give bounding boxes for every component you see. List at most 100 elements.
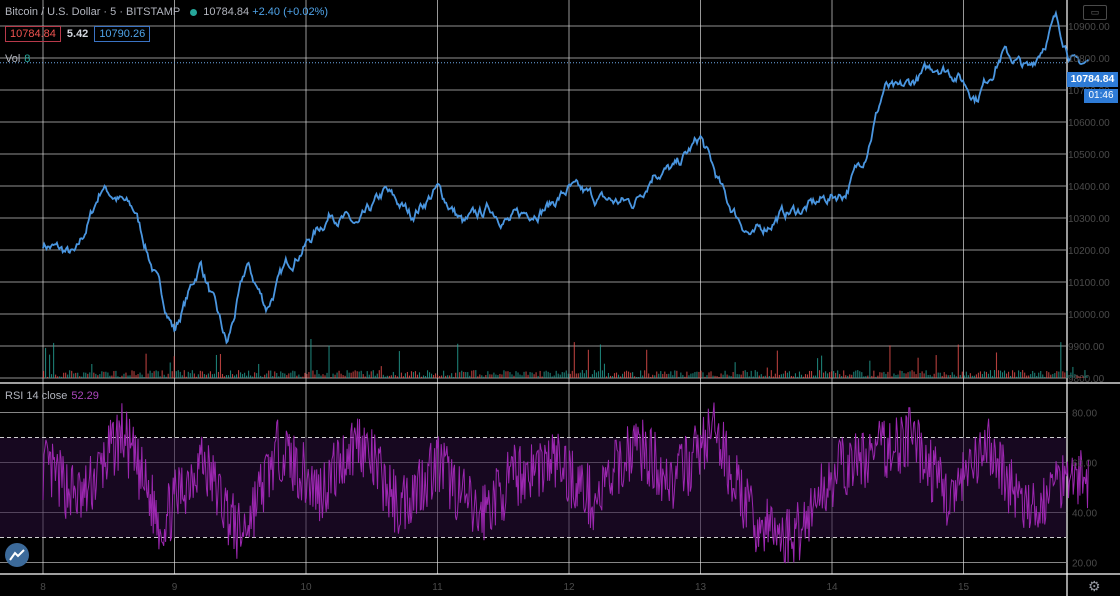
volume-bar: [316, 370, 318, 378]
volume-bar: [939, 372, 941, 378]
volume-bar: [684, 376, 686, 378]
volume-bar: [288, 373, 290, 378]
volume-bar: [927, 374, 929, 378]
volume-bar: [569, 373, 571, 378]
volume-legend[interactable]: Vol 8: [5, 53, 30, 65]
volume-bar: [213, 373, 215, 378]
sell-button[interactable]: 10784.84: [5, 26, 61, 42]
volume-bar: [607, 372, 610, 378]
volume-bar: [559, 374, 561, 378]
volume-bar: [517, 372, 519, 378]
volume-bar: [201, 371, 203, 378]
volume-bar: [507, 371, 509, 378]
rsi-tick-label: 20.00: [1072, 559, 1097, 570]
volume-bar: [1058, 371, 1060, 378]
volume-bar: [686, 371, 688, 378]
volume-bar: [127, 375, 129, 378]
volume-bar: [1070, 372, 1072, 378]
volume-bar: [688, 375, 690, 378]
volume-bar: [294, 371, 296, 378]
volume-bar: [473, 370, 475, 378]
volume-bar: [802, 376, 805, 378]
volume-bar: [742, 370, 744, 378]
volume-bar: [439, 376, 441, 378]
volume-bar: [117, 376, 119, 378]
volume-bar: [929, 374, 931, 378]
auto-scale-button[interactable]: ▭: [1083, 5, 1107, 20]
volume-bar: [131, 370, 133, 378]
volume-bar: [141, 374, 143, 378]
volume-bar: [835, 372, 837, 378]
volume-bar: [656, 371, 658, 378]
volume-bar: [503, 370, 505, 378]
time-axis[interactable]: 8 9 10 11 12 13 14 15: [40, 582, 969, 593]
volume-bar: [748, 376, 750, 378]
volume-bar: [599, 344, 601, 378]
volume-bar: [698, 371, 700, 378]
volume-bar: [979, 371, 981, 378]
volume-bar: [921, 371, 923, 378]
symbol-legend[interactable]: Bitcoin / U.S. Dollar · 5 · BITSTAMP 1078…: [5, 6, 328, 18]
volume-bar: [676, 370, 678, 378]
volume-bar: [1078, 376, 1080, 378]
volume-bar: [786, 372, 788, 378]
volume-bar: [561, 372, 563, 378]
volume-bar: [420, 376, 423, 378]
volume-bar: [722, 374, 724, 378]
volume-bar: [388, 375, 390, 378]
volume-bar: [903, 373, 905, 378]
volume-bar: [1036, 375, 1038, 378]
volume-bar: [1080, 376, 1082, 378]
volume-bar: [654, 375, 656, 378]
volume-bar: [825, 371, 827, 378]
volume-bar: [77, 372, 79, 378]
tradingview-logo-icon[interactable]: [5, 543, 29, 567]
volume-bar: [593, 370, 595, 378]
volume-bar: [362, 374, 364, 378]
volume-bar: [290, 372, 292, 378]
volume-bar: [567, 373, 569, 378]
rsi-axis[interactable]: 80.00 60.00 40.00 20.00: [1072, 409, 1097, 570]
volume-bar: [59, 376, 61, 378]
rsi-legend[interactable]: RSI 14 close 52.29: [5, 390, 99, 402]
volume-bar: [951, 372, 953, 378]
volume-bar: [179, 371, 181, 378]
volume-bar: [199, 370, 201, 378]
volume-bar: [913, 371, 915, 378]
volume-bar: [843, 370, 845, 378]
gear-icon[interactable]: ⚙: [1088, 578, 1101, 594]
volume-bar: [233, 375, 236, 378]
volume-bar: [79, 376, 81, 378]
volume-bar: [821, 355, 823, 378]
price-tick-label: 10500.00: [1068, 150, 1110, 161]
volume-bar: [97, 375, 99, 378]
volume-bar: [332, 373, 334, 378]
volume-bar: [662, 373, 664, 378]
rsi-value: 52.29: [71, 390, 99, 402]
volume-bar: [806, 374, 809, 378]
volume-bar: [113, 371, 115, 378]
price-tick-label: 10800.00: [1068, 54, 1110, 65]
volume-bar: [326, 372, 328, 378]
volume-bar: [531, 372, 533, 378]
rsi-label: RSI 14 close: [5, 390, 68, 402]
volume-bar: [121, 375, 123, 378]
volume-bar: [945, 374, 947, 378]
volume-bar: [1008, 371, 1010, 378]
volume-bar: [459, 372, 461, 378]
volume-bar: [1003, 370, 1006, 378]
volume-bar: [831, 371, 833, 378]
price-tick-label: 10000.00: [1068, 310, 1110, 321]
rsi-tick-label: 80.00: [1072, 409, 1097, 420]
volume-bar: [509, 372, 511, 378]
volume-bar: [615, 372, 618, 378]
time-tick-label: 12: [563, 582, 575, 593]
volume-bar: [909, 371, 911, 378]
volume-bar: [762, 376, 764, 378]
volume-bar: [306, 374, 308, 378]
volume-bar: [949, 374, 951, 378]
buy-button[interactable]: 10790.26: [94, 26, 151, 42]
volume-bar: [483, 376, 485, 378]
volume-bar: [368, 374, 370, 378]
